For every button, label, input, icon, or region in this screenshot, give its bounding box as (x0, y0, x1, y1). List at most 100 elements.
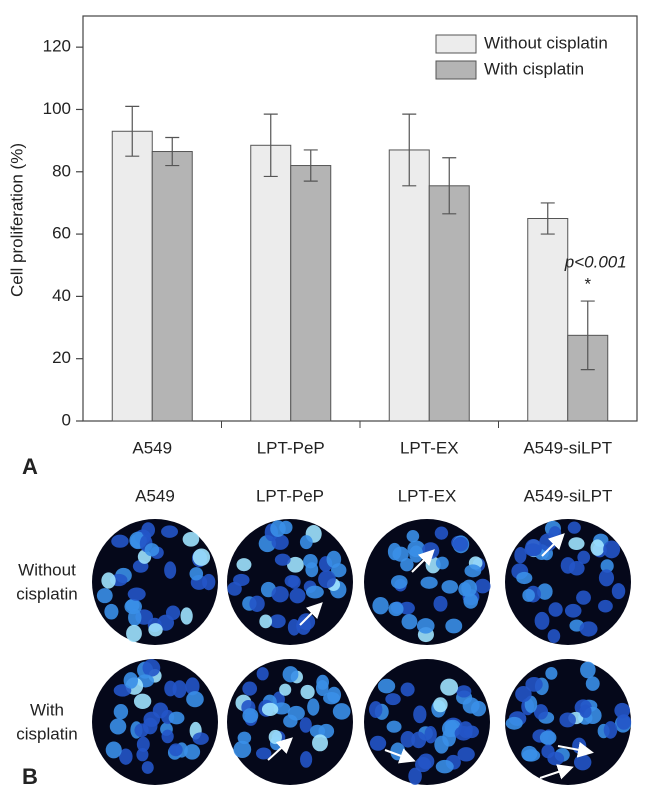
nucleus (185, 677, 200, 696)
nucleus (242, 681, 258, 696)
nucleus (568, 537, 585, 550)
nucleus (534, 611, 550, 630)
nucleus (559, 712, 576, 728)
nucleus (547, 629, 561, 643)
nucleus (242, 708, 259, 724)
nucleus (434, 526, 449, 540)
error-bar (125, 105, 140, 157)
nucleus (119, 748, 133, 765)
nucleus (433, 697, 448, 713)
nucleus (148, 623, 163, 637)
nucleus (388, 601, 404, 617)
nucleus (598, 599, 613, 613)
arrow (384, 748, 416, 764)
arrow (541, 533, 565, 557)
nucleus (435, 759, 454, 774)
error-bar (165, 136, 180, 167)
nucleus (420, 576, 438, 589)
nucleus (307, 698, 320, 716)
nucleus (105, 741, 122, 759)
nucleus (392, 546, 409, 562)
nucleus (289, 588, 306, 604)
nucleus (533, 704, 549, 720)
arrow (557, 741, 594, 758)
nucleus (233, 740, 252, 758)
nucleus (128, 608, 142, 627)
y-tick-label: 100 (43, 99, 71, 118)
error-bar (303, 149, 318, 182)
row-label: With (30, 700, 64, 719)
nucleus (332, 703, 351, 720)
nucleus (284, 574, 299, 588)
nucleus (411, 731, 427, 749)
nucleus (580, 661, 596, 679)
nucleus (435, 556, 449, 570)
nucleus (424, 725, 437, 744)
nucleus (192, 732, 209, 745)
nucleus (409, 545, 424, 563)
nucleus (144, 543, 160, 557)
bar (111, 130, 153, 422)
nucleus (400, 682, 415, 697)
row-label: cisplatin (16, 584, 77, 603)
y-tick-label: 60 (52, 224, 71, 243)
nucleus (463, 593, 479, 609)
nucleus (406, 530, 420, 543)
nucleus (464, 564, 482, 578)
nucleus (327, 686, 342, 703)
nucleus (279, 683, 292, 696)
nucleus (462, 697, 480, 714)
nucleus (433, 595, 448, 612)
panel-label: B (22, 764, 38, 789)
nucleus (590, 539, 605, 556)
y-tick-label: 80 (52, 161, 71, 180)
nucleus (560, 557, 576, 574)
nucleus (516, 571, 533, 585)
nucleus (390, 575, 408, 589)
nucleus (305, 585, 324, 599)
bar (527, 218, 569, 422)
nucleus (282, 666, 299, 683)
nucleus (401, 613, 418, 630)
nucleus (541, 744, 555, 759)
nucleus (524, 543, 542, 557)
nucleus (303, 554, 318, 569)
legend-swatch (435, 60, 477, 80)
nucleus (369, 701, 383, 718)
micrographs (92, 519, 632, 785)
nucleus (456, 685, 472, 698)
annotation: * (584, 275, 591, 294)
arrow (539, 764, 574, 780)
nucleus (377, 678, 396, 694)
nucleus (111, 534, 129, 548)
nucleus (161, 525, 178, 538)
nucleus (474, 578, 491, 594)
nucleus (182, 532, 200, 547)
y-tick-label: 40 (52, 286, 71, 305)
nucleus (576, 590, 591, 605)
nucleus (274, 553, 291, 566)
row-label: Without (18, 560, 76, 579)
nucleus (445, 618, 463, 634)
nucleus (237, 731, 252, 745)
nucleus (164, 561, 177, 579)
error-bar (263, 113, 278, 178)
y-tick-label: 20 (52, 348, 71, 367)
nucleus (598, 569, 615, 587)
nucleus (515, 686, 532, 703)
nucleus (300, 684, 315, 700)
error-bar (580, 300, 595, 371)
nucleus (385, 693, 401, 706)
nucleus (236, 558, 252, 572)
nucleus (603, 540, 621, 559)
nucleus (104, 603, 119, 620)
nucleus (184, 744, 201, 760)
nucleus (96, 588, 113, 604)
nucleus (261, 702, 279, 716)
arrow (411, 549, 435, 573)
nucleus (616, 714, 632, 730)
bar (428, 185, 470, 422)
nucleus (545, 667, 558, 680)
nucleus (180, 607, 193, 625)
